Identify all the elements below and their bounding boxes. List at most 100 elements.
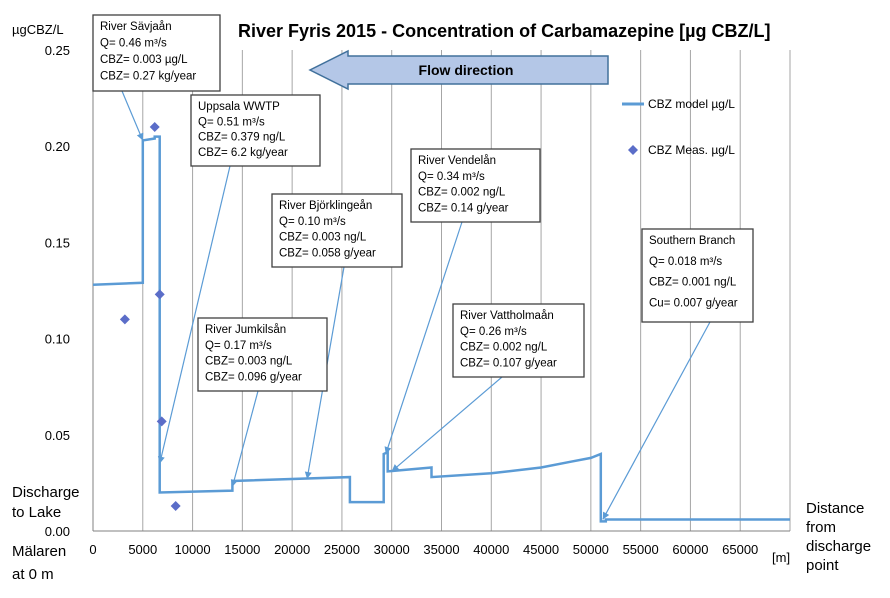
callout-box	[271, 193, 403, 268]
callout-text: Q= 0.10 m³/s	[279, 216, 346, 228]
callout-text: CBZ= 0.003 ng/L	[205, 356, 293, 368]
callout-box	[92, 14, 221, 92]
callout-text: Q= 0.17 m³/s	[205, 340, 272, 352]
legend-model-label: CBZ model µg/L	[648, 97, 735, 111]
x-tick-label: 10000	[174, 542, 210, 557]
annotation-callout: River Björklingeån Q= 0.10 m³/s CBZ= 0.003…	[271, 193, 403, 480]
callout-text: River Jumkilsån	[205, 324, 286, 336]
callout-text: River Vendelån	[418, 155, 496, 167]
annotation-callout: River Vendelån Q= 0.34 m³/s CBZ= 0.002 ng/…	[384, 148, 541, 455]
x-tick-label: 35000	[423, 542, 459, 557]
measured-point	[156, 416, 167, 427]
distance-label: Distance from discharge point	[806, 500, 871, 574]
callout-text: Q= 0.26 m³/s	[460, 326, 527, 338]
x-tick-label: 55000	[623, 542, 659, 557]
callout-box	[641, 228, 754, 323]
x-tick-label: 60000	[672, 542, 708, 557]
x-tick-label: 50000	[573, 542, 609, 557]
callout-text: CBZ= 0.096 g/year	[205, 371, 302, 383]
callout-text: River Sävjaån	[100, 21, 172, 33]
measured-point	[149, 121, 160, 132]
x-tick-label: 15000	[224, 542, 260, 557]
callout-leader	[121, 90, 144, 141]
axes: 0 5000 10000 15000 20000 25000 30000 35000 40000…	[45, 43, 790, 557]
callout-text: CBZ= 0.058 g/year	[279, 247, 376, 259]
y-tick-label: 0.25	[45, 43, 70, 58]
callout-text: CBZ= 6.2 kg/year	[198, 147, 288, 159]
callout-arrowhead	[391, 464, 400, 472]
callout-leader	[385, 221, 463, 455]
flow-direction-arrow: Flow direction	[308, 49, 609, 91]
annotation-callout: River Vattholmaån Q= 0.26 m³/s CBZ= 0.002 …	[391, 303, 585, 472]
flow-direction-label: Flow direction	[419, 62, 514, 78]
callout-text: River Vattholmaån	[460, 310, 554, 322]
callout-text: Q= 0.34 m³/s	[418, 171, 485, 183]
callout-arrowhead	[304, 471, 312, 480]
legend: CBZ model µg/L CBZ Meas. µg/L	[622, 97, 735, 157]
callout-text: CBZ= 0.002 ng/L	[418, 187, 506, 199]
y-tick-label: 0.00	[45, 524, 70, 539]
origin-label: Discharge to Lake Mälaren at 0 m	[12, 484, 80, 583]
legend-meas-label: CBZ Meas. µg/L	[648, 143, 735, 157]
callout-text: CBZ= 0.002 ng/L	[460, 342, 548, 354]
callout-text: Q= 0.51 m³/s	[198, 116, 265, 128]
measured-point	[154, 289, 165, 300]
callout-arrowhead	[157, 456, 165, 464]
origin-label-line: Mälaren	[12, 543, 66, 560]
callout-text: CBZ= 0.14 g/year	[418, 202, 509, 214]
callout-arrowhead	[384, 446, 392, 455]
x-tick-label: 40000	[473, 542, 509, 557]
flow-arrow-shape	[308, 49, 609, 91]
x-tick-label: 30000	[374, 542, 410, 557]
callout-text: CBZ= 0.379 ng/L	[198, 132, 286, 144]
distance-label-line: Distance	[806, 500, 864, 517]
origin-label-line: to Lake	[12, 504, 61, 521]
y-tick-label: 0.10	[45, 332, 70, 347]
origin-label-line: Discharge	[12, 484, 80, 501]
callout-text: Q= 0.46 m³/s	[100, 38, 167, 50]
distance-label-line: from	[806, 519, 836, 536]
annotation-callouts: River Sävjaån Q= 0.46 m³/s CBZ= 0.003 µg/L…	[92, 14, 754, 520]
distance-label-line: discharge	[806, 538, 871, 555]
callout-text: CBZ= 0.001 ng/L	[649, 277, 737, 289]
x-tick-label: 25000	[324, 542, 360, 557]
y-tick-label: 0.20	[45, 139, 70, 154]
callout-text: Cu= 0.007 g/year	[649, 297, 738, 309]
callout-leader	[391, 376, 503, 472]
callout-text: CBZ= 0.003 µg/L	[100, 54, 188, 66]
callout-arrowhead	[136, 132, 144, 141]
y-axis-label: µgCBZ/L	[12, 22, 64, 37]
y-tick-label: 0.15	[45, 235, 70, 250]
callout-arrowhead	[602, 511, 610, 520]
callout-box	[410, 148, 541, 223]
origin-label-line: at 0 m	[12, 566, 54, 583]
callout-text: River Björklingeån	[279, 200, 372, 212]
annotation-callout: River Sävjaån Q= 0.46 m³/s CBZ= 0.003 µg/L…	[92, 14, 221, 141]
callout-leader	[231, 390, 259, 487]
callout-text: Southern Branch	[649, 235, 735, 247]
callout-arrowhead	[230, 479, 238, 487]
measured-point	[170, 500, 181, 511]
callout-text: Uppsala WWTP	[198, 101, 280, 113]
annotation-callout: River Jumkilsån Q= 0.17 m³/s CBZ= 0.003 ng…	[197, 317, 328, 487]
y-tick-label: 0.05	[45, 428, 70, 443]
callout-box	[190, 94, 321, 167]
callout-text: CBZ= 0.27 kg/year	[100, 71, 196, 83]
chart-title: River Fyris 2015 - Concentration of Carb…	[238, 21, 770, 41]
legend-diamond-swatch	[628, 145, 638, 155]
callout-leader	[159, 165, 231, 464]
callout-box	[452, 303, 585, 378]
distance-label-line: point	[806, 557, 839, 574]
x-tick-label: 0	[89, 542, 96, 557]
x-tick-label: 20000	[274, 542, 310, 557]
callout-leader	[602, 321, 711, 520]
measured-point	[119, 314, 130, 325]
x-tick-label: 65000	[722, 542, 758, 557]
callout-text: CBZ= 0.107 g/year	[460, 357, 557, 369]
x-axis-unit: [m]	[772, 550, 790, 565]
callout-text: CBZ= 0.003 ng/L	[279, 232, 367, 244]
callout-box	[197, 317, 328, 392]
x-tick-label: 5000	[128, 542, 157, 557]
x-tick-label: 45000	[523, 542, 559, 557]
